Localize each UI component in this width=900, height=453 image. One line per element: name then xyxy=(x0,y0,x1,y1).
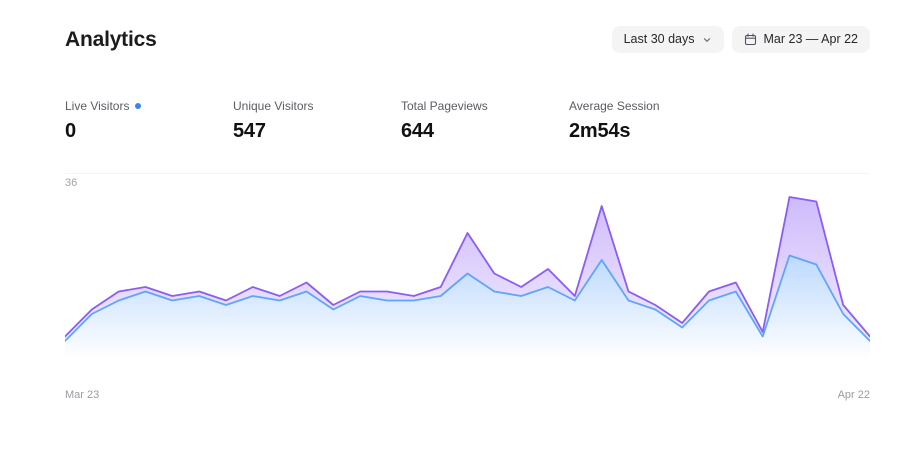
stats-row: Live Visitors 0 Unique Visitors 547 Tota… xyxy=(65,99,870,143)
stat-label-text: Average Session xyxy=(569,99,660,113)
stat-value: 0 xyxy=(65,120,76,142)
stat-value: 2m54s xyxy=(569,120,631,142)
stat-label: Live Visitors xyxy=(65,99,233,113)
x-axis-end-label: Apr 22 xyxy=(837,389,870,401)
range-dropdown-label: Last 30 days xyxy=(623,32,695,47)
y-axis-max-label: 36 xyxy=(65,177,78,189)
stat-total-pageviews: Total Pageviews 644 xyxy=(401,99,569,143)
stat-label: Unique Visitors xyxy=(233,99,401,113)
range-dropdown-button[interactable]: Last 30 days xyxy=(611,26,724,53)
stat-label-text: Total Pageviews xyxy=(401,99,488,113)
x-axis-labels: Mar 23 Apr 22 xyxy=(65,389,870,411)
stat-label-text: Live Visitors xyxy=(65,99,130,113)
stat-label-text: Unique Visitors xyxy=(233,99,314,113)
stat-label: Total Pageviews xyxy=(401,99,569,113)
header-controls: Last 30 days Mar 23 — Apr 22 xyxy=(611,26,870,53)
chevron-down-icon xyxy=(702,35,712,45)
stat-value: 644 xyxy=(401,120,434,142)
calendar-icon xyxy=(744,33,757,46)
stat-value: 547 xyxy=(233,120,266,142)
header: Analytics Last 30 days Mar 23 — Apr 2 xyxy=(65,26,870,53)
x-axis-start-label: Mar 23 xyxy=(65,389,100,401)
date-range-label: Mar 23 — Apr 22 xyxy=(763,32,859,47)
traffic-area-chart[interactable] xyxy=(65,191,870,381)
date-range-button[interactable]: Mar 23 — Apr 22 xyxy=(731,26,870,53)
page-title: Analytics xyxy=(65,27,157,51)
chart-svg xyxy=(65,196,870,359)
traffic-chart-section: 36 Mar 23 Apr 22 xyxy=(65,173,870,411)
stat-unique-visitors: Unique Visitors 547 xyxy=(233,99,401,143)
live-indicator-dot xyxy=(135,103,142,109)
stat-live-visitors: Live Visitors 0 xyxy=(65,99,233,143)
stat-average-session: Average Session 2m54s xyxy=(569,99,737,143)
stat-label: Average Session xyxy=(569,99,737,113)
analytics-page: Analytics Last 30 days Mar 23 — Apr 2 xyxy=(65,26,870,411)
